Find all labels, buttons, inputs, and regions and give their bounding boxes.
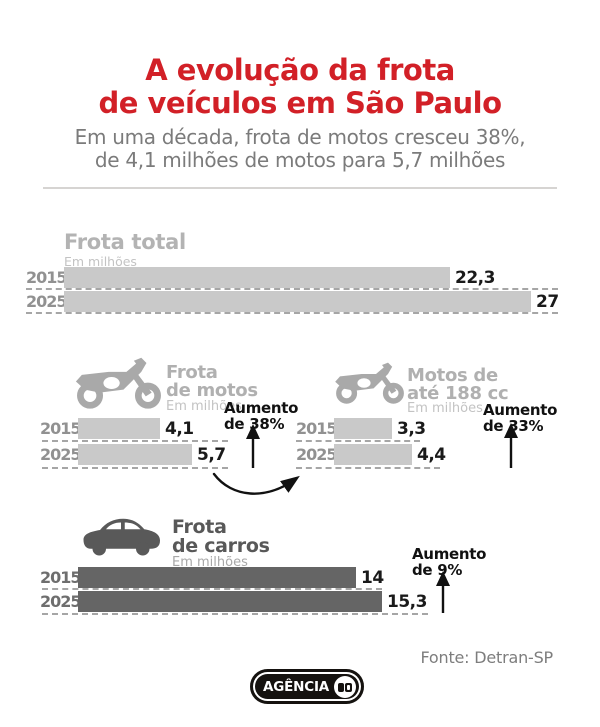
total-section-unit: Em milhões [64,254,137,269]
table-row: 2025 27 [26,291,559,312]
motos188-row2-baseline [296,467,440,469]
subtitle-line-1: Em uma década, frota de motos cresceu 38… [74,125,526,149]
total-row2-baseline [26,312,558,314]
motos-title-line-1: Frota [166,362,218,383]
bar-motos-2025 [78,444,192,465]
curved-arrow-icon [206,464,310,508]
table-row: 2015 3,3 [296,418,426,439]
carros-row1-baseline [42,588,382,590]
increase-line-1: Aumento [224,399,299,417]
up-arrow-icon [244,424,262,472]
year-label: 2015 [26,268,68,287]
motos188-increase-label: Aumento de 33% [483,402,557,434]
agencia-logo-text: AGÊNCIA [263,678,330,695]
up-arrow-icon [502,423,520,472]
carros-row2-baseline [42,613,428,615]
page-subtitle: Em uma década, frota de motos cresceu 38… [0,126,600,172]
motos188-row1-baseline [296,440,420,442]
motos-section-unit: Em milhões [166,399,242,414]
title-line-1: A evolução da frota [145,53,455,87]
car-icon [76,512,166,560]
year-label: 2025 [40,592,82,611]
increase-line-1: Aumento [412,545,487,563]
table-row: 2015 4,1 [40,418,194,439]
bar-motos188-2015 [334,418,392,439]
increase-line-1: Aumento [483,401,558,419]
motorcycle-icon [334,360,406,406]
bar-carros-2015 [78,567,356,588]
table-row: 2025 4,4 [296,444,446,465]
up-arrow-icon [434,571,452,617]
bar-motos-2015 [78,418,160,439]
table-row: 2015 22,3 [26,267,495,288]
total-row1-baseline [26,288,558,290]
title-line-2: de veículos em São Paulo [98,86,502,120]
motos-row1-baseline [42,440,228,442]
bar-motos188-2025 [334,444,412,465]
table-row: 2015 14 [40,567,384,588]
source-credit: Fonte: Detran-SP [420,648,554,667]
table-row: 2025 5,7 [40,444,226,465]
motos-title-line-2: de motos [166,380,258,401]
value-label: 22,3 [455,267,495,288]
value-label: 3,3 [397,418,426,439]
motos-row2-baseline [42,467,228,469]
year-label: 2015 [40,568,82,587]
value-label: 14 [361,567,384,588]
agencia-logo: AGÊNCIA [250,669,364,704]
motos-increase-label: Aumento de 38% [224,400,298,432]
value-label: 4,4 [417,444,446,465]
motos188-section-title: Motos de até 188 cc [407,365,509,404]
subtitle-line-2: de 4,1 milhões de motos para 5,7 milhões [94,148,506,172]
motos188-section-unit: Em milhões [407,401,483,416]
increase-line-2: de 38% [224,415,285,433]
year-label: 2025 [296,445,338,464]
page-title: A evolução da frota de veículos em São P… [0,54,600,120]
year-label: 2025 [26,292,68,311]
motos188-title-line-1: Motos de [407,365,498,386]
value-label: 5,7 [197,444,226,465]
motorcycle-icon [74,357,164,409]
year-label: 2015 [40,419,82,438]
year-label: 2015 [296,419,338,438]
value-label: 15,3 [387,591,427,612]
bar-total-2025 [64,291,531,312]
value-label: 27 [536,291,559,312]
total-section-title: Frota total [64,230,186,254]
header-divider [43,187,557,189]
carros-section-title: Frota de carros [172,518,270,556]
increase-line-2: de 33% [483,417,544,435]
bar-carros-2025 [78,591,382,612]
table-row: 2025 15,3 [40,591,427,612]
increase-line-2: de 9% [412,561,463,579]
year-label: 2025 [40,445,82,464]
carros-section-unit: Em milhões [172,555,248,570]
value-label: 4,1 [165,418,194,439]
motos188-title-line-2: até 188 cc [407,383,509,404]
carros-increase-label: Aumento de 9% [412,546,486,578]
bar-total-2015 [64,267,450,288]
motos-section-title: Frota de motos [166,364,258,400]
carros-title-line-2: de carros [172,535,270,557]
agencia-logo-icon [334,675,357,698]
carros-title-line-1: Frota [172,516,227,538]
